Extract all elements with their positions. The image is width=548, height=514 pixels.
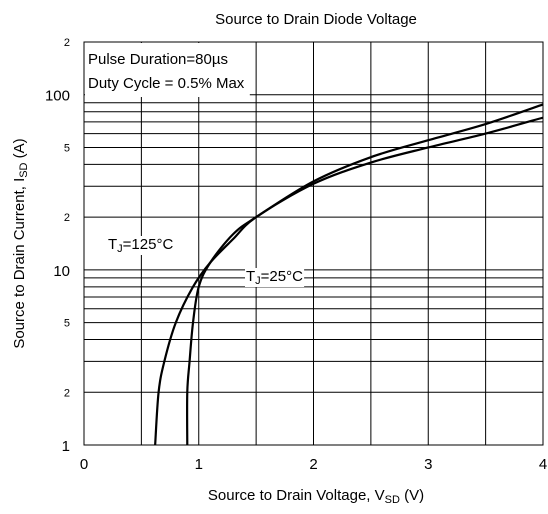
x-axis-label-rest: (V): [400, 487, 424, 504]
x-tick-label: 2: [309, 456, 317, 473]
label-background: [245, 268, 305, 287]
y-tick-label: 5: [64, 318, 70, 330]
y-tick-label: 2: [64, 37, 70, 49]
curve: [154, 116, 544, 446]
x-tick-label: 3: [424, 456, 432, 473]
y-axis-label-sub: SD: [18, 162, 30, 177]
y-axis-label-main: Source to Drain Current, I: [11, 178, 28, 349]
chart-title: Source to Drain Diode Voltage: [215, 11, 417, 28]
y-tick-label: 1: [62, 438, 70, 455]
y-tick-label: 10: [53, 263, 70, 280]
x-tick-label: 0: [80, 456, 88, 473]
curve-label-main: T: [108, 236, 117, 253]
curve-label: TJ=125°C: [108, 236, 173, 255]
annotation: Duty Cycle = 0.5% Max: [88, 75, 245, 92]
label-background: [107, 236, 175, 255]
x-axis-label-main: Source to Drain Voltage, V: [208, 487, 385, 504]
curve-label-rest: =25°C: [261, 268, 303, 285]
x-tick-label: 4: [539, 456, 547, 473]
annotation: Pulse Duration=80µs: [88, 51, 228, 68]
curve-label-sub: J: [117, 243, 123, 255]
y-tick-label: 2: [64, 387, 70, 399]
x-tick-label: 1: [195, 456, 203, 473]
y-tick-label: 5: [64, 142, 70, 154]
x-axis-label-sub: SD: [385, 494, 400, 506]
curve: [186, 103, 544, 446]
x-axis-label: Source to Drain Voltage, VSD (V): [208, 487, 424, 506]
curve-label-sub: J: [255, 275, 261, 287]
y-tick-label: 100: [45, 88, 70, 105]
curve-label: TJ=25°C: [246, 268, 303, 287]
y-axis-label: Source to Drain Current, ISD (A): [11, 138, 30, 348]
curve-label-main: T: [246, 268, 255, 285]
annotation-box: [85, 43, 250, 97]
curve-label-rest: =125°C: [123, 236, 174, 253]
y-axis-label-rest: (A): [11, 138, 28, 162]
y-tick-label: 2: [64, 212, 70, 224]
plot-frame: [83, 41, 544, 446]
